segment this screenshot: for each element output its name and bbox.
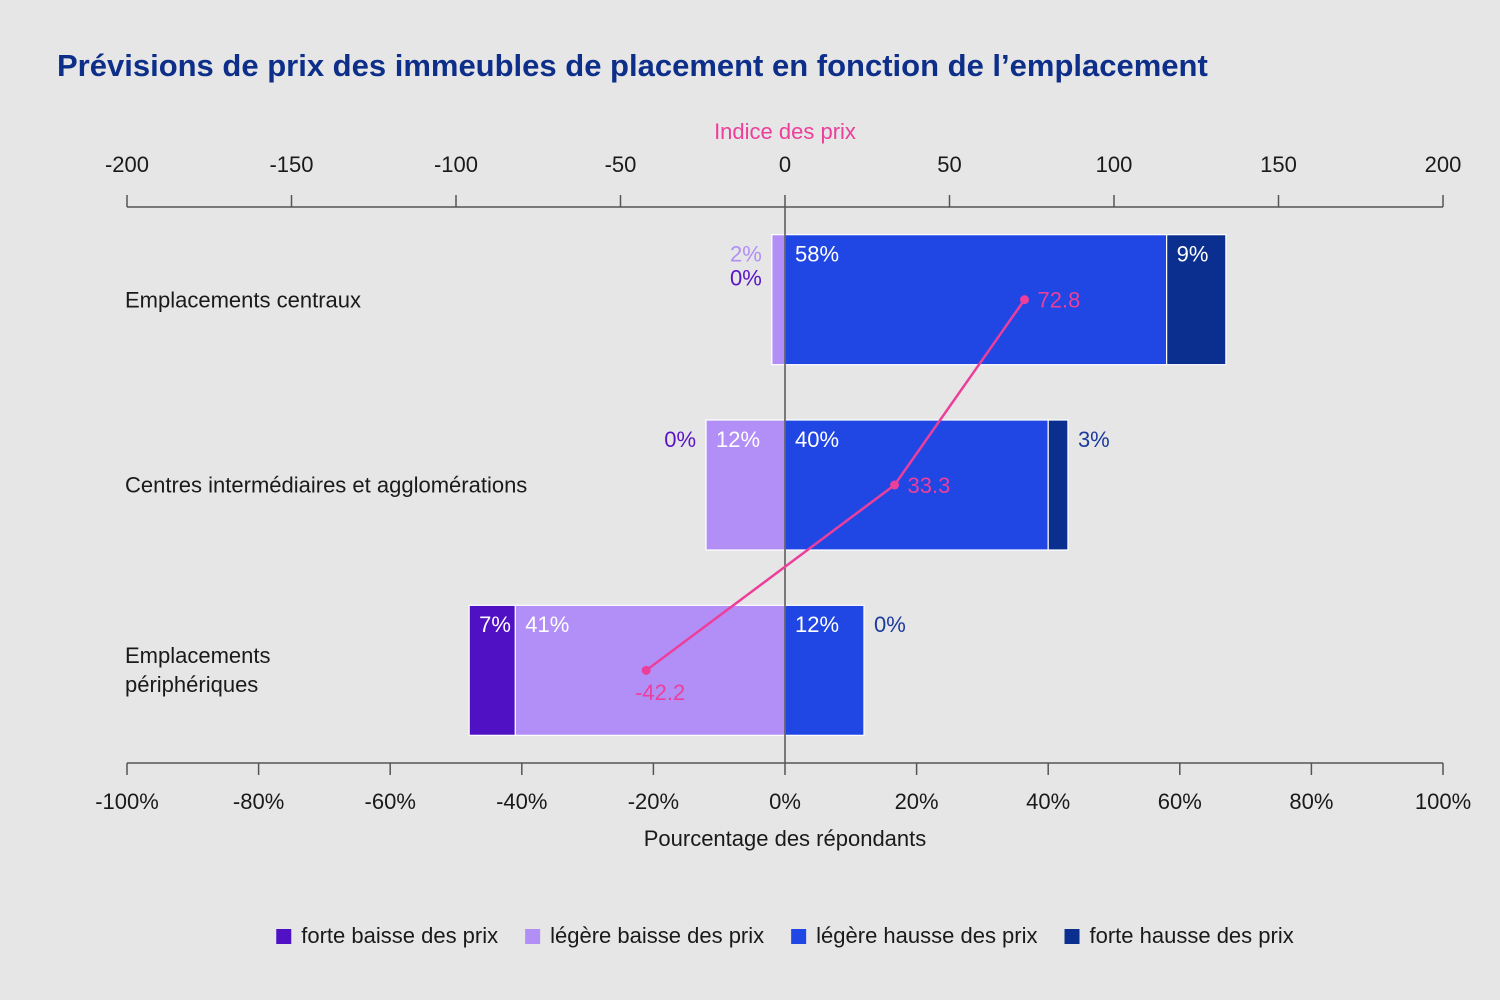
x2-tick-label: -100 xyxy=(434,152,478,177)
legend-marker xyxy=(276,929,292,944)
x-tick-label: 40% xyxy=(1026,789,1070,814)
x-tick-label: -60% xyxy=(365,789,416,814)
x2-tick-label: 0 xyxy=(779,152,791,177)
x-tick-label: 100% xyxy=(1415,789,1471,814)
price-index-label: 72.8 xyxy=(1038,287,1081,312)
category-label: Emplacements périphériques xyxy=(125,643,271,698)
x-tick-label: -20% xyxy=(628,789,679,814)
bar-segment xyxy=(784,234,1168,366)
legend-marker xyxy=(791,929,807,944)
price-index-point xyxy=(641,665,651,675)
legend-label: forte baisse des prix xyxy=(301,923,498,948)
x-tick-label: -40% xyxy=(496,789,547,814)
bar-segment xyxy=(784,604,865,736)
category-label: Centres intermédiaires et agglomérations xyxy=(125,472,528,498)
x2-tick-label: -50 xyxy=(605,152,637,177)
legend-marker xyxy=(525,929,541,944)
data-label: 2% xyxy=(730,241,762,266)
x2-tick-label: 100 xyxy=(1096,152,1133,177)
bar-segment xyxy=(1047,419,1069,551)
data-label: 40% xyxy=(795,427,839,452)
bar-segment xyxy=(771,234,786,366)
bar-segment xyxy=(468,604,516,736)
x2-tick-label: 200 xyxy=(1425,152,1462,177)
x2-tick-label: 50 xyxy=(937,152,961,177)
data-label: 7% xyxy=(479,612,511,637)
data-label: 58% xyxy=(795,241,839,266)
data-label: 0% xyxy=(730,265,762,290)
bar-segment xyxy=(705,419,786,551)
x-tick-label: 60% xyxy=(1158,789,1202,814)
price-index-point xyxy=(890,480,900,490)
x2-tick-label: -150 xyxy=(269,152,313,177)
bar-segment xyxy=(784,419,1049,551)
x2-tick-label: 150 xyxy=(1260,152,1297,177)
legend-label: légère baisse des prix xyxy=(550,923,764,948)
data-label: 9% xyxy=(1177,241,1209,266)
x-tick-label: -80% xyxy=(233,789,284,814)
category-label: Emplacements centraux xyxy=(125,287,361,313)
data-label: 41% xyxy=(525,612,569,637)
legend-label: légère hausse des prix xyxy=(816,923,1037,948)
legend-label: forte hausse des prix xyxy=(1090,923,1294,948)
x-tick-label: -100% xyxy=(95,789,159,814)
x-tick-label: 0% xyxy=(769,789,801,814)
data-label: 3% xyxy=(1078,427,1110,452)
x-tick-label: 80% xyxy=(1289,789,1333,814)
x-axis-title: Pourcentage des répondants xyxy=(644,826,927,851)
price-index-label: -42.2 xyxy=(635,680,685,705)
price-index-label: 33.3 xyxy=(908,473,951,498)
price-index-point xyxy=(1020,295,1030,305)
data-label: 0% xyxy=(874,612,906,637)
data-label: 12% xyxy=(716,427,760,452)
bar-segment xyxy=(1166,234,1227,366)
legend-marker xyxy=(1064,929,1080,944)
x2-axis-title: Indice des prix xyxy=(714,119,856,144)
chart-title: Prévisions de prix des immeubles de plac… xyxy=(57,48,1208,83)
data-label: 12% xyxy=(795,612,839,637)
data-label: 0% xyxy=(664,427,696,452)
x2-tick-label: -200 xyxy=(105,152,149,177)
legend: forte baisse des prix légère baisse des p… xyxy=(276,923,1294,948)
x-tick-label: 20% xyxy=(895,789,939,814)
